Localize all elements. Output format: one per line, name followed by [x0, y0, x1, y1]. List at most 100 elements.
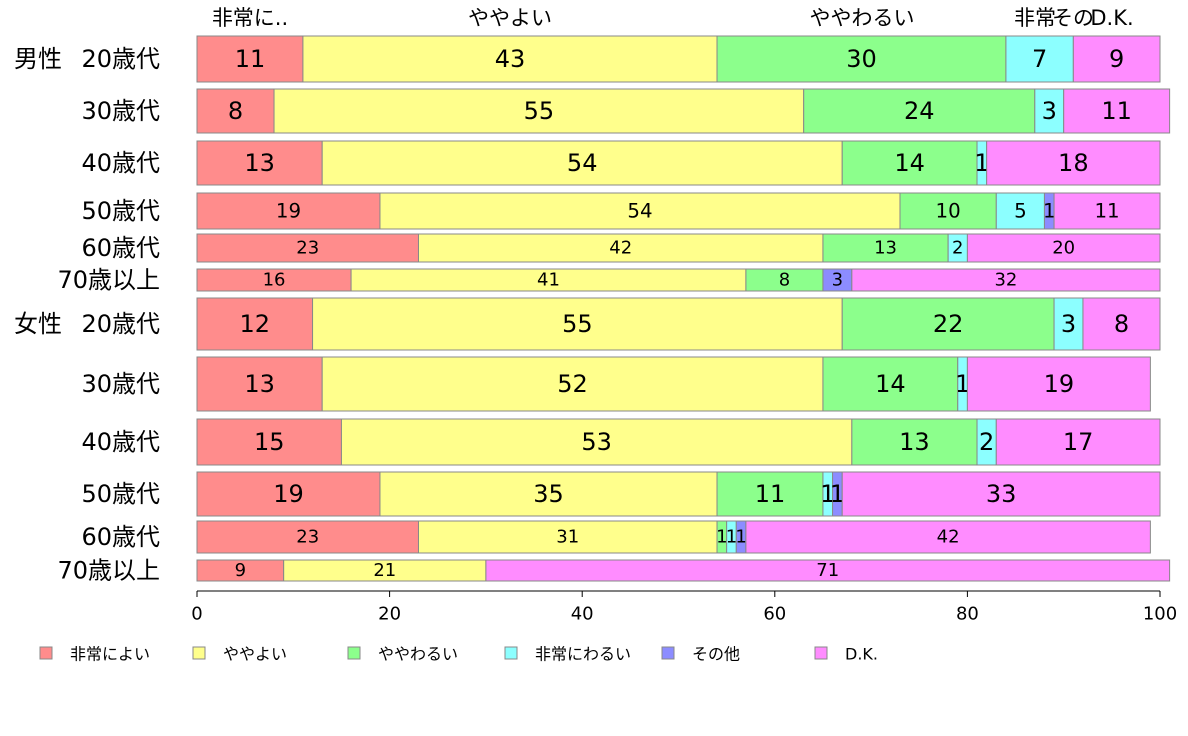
bar-segment — [196, 418, 342, 466]
data-label: 13 — [244, 370, 275, 398]
data-label: 1 — [735, 527, 746, 548]
category-label: 40歳代 — [81, 149, 160, 177]
data-label: 32 — [994, 270, 1017, 291]
bar-segment — [841, 471, 1161, 517]
data-label: 16 — [263, 270, 286, 291]
data-label: 11 — [1094, 200, 1119, 223]
bar-segment — [851, 418, 978, 466]
data-label: 13 — [874, 238, 897, 259]
bar-segment — [417, 233, 824, 263]
data-label: 54 — [627, 200, 652, 223]
data-label: 42 — [609, 238, 632, 259]
bar-segment — [822, 233, 949, 263]
legend-label: 非常によい — [70, 645, 150, 664]
bar-segment — [485, 559, 1171, 582]
data-label: 17 — [1063, 428, 1094, 456]
data-label: 1 — [955, 370, 970, 398]
data-label: 14 — [875, 370, 906, 398]
category-label: 70歳以上 — [57, 557, 160, 585]
data-label: 11 — [235, 45, 266, 73]
top-segment-label: 非常 — [1014, 6, 1056, 30]
bar-segment — [196, 88, 275, 134]
bar-segment — [1034, 88, 1065, 134]
data-label: 1 — [726, 527, 737, 548]
data-label: 53 — [581, 428, 612, 456]
x-tick-label: 60 — [763, 604, 786, 625]
data-label: 12 — [240, 310, 271, 338]
data-label: 10 — [936, 200, 961, 223]
data-label: 55 — [562, 310, 593, 338]
category-label: 20歳代 — [81, 310, 160, 338]
bar-segment — [312, 297, 843, 351]
data-label: 1 — [716, 527, 727, 548]
legend-swatch — [192, 646, 206, 660]
top-segment-label: ややわるい — [810, 6, 915, 30]
legend-label: その他 — [692, 645, 740, 664]
bar-segment — [196, 35, 304, 83]
data-label: 1 — [1043, 200, 1056, 223]
data-label: 9 — [1109, 45, 1124, 73]
bar-segment — [716, 35, 1007, 83]
data-label: 3 — [832, 270, 843, 291]
data-label: 1 — [974, 149, 989, 177]
data-label: 8 — [1114, 310, 1129, 338]
category-label: 30歳代 — [81, 370, 160, 398]
category-label: 60歳代 — [81, 234, 160, 262]
data-label: 33 — [986, 480, 1017, 508]
data-label: 55 — [524, 97, 555, 125]
legend-label: D.K. — [845, 645, 878, 664]
data-label: 1 — [830, 480, 845, 508]
bar-segment — [196, 233, 419, 263]
group-label: 女性 — [14, 310, 62, 338]
data-label: 3 — [1042, 97, 1057, 125]
data-label: 19 — [273, 480, 304, 508]
legend-swatch — [39, 646, 53, 660]
data-label: 3 — [1061, 310, 1076, 338]
bar-segment — [966, 233, 1161, 263]
data-label: 22 — [933, 310, 964, 338]
bar-segment — [995, 192, 1045, 230]
data-label: 2 — [979, 428, 994, 456]
bar-segment — [321, 140, 843, 186]
x-tick-label: 100 — [1143, 604, 1177, 625]
bar-segment — [745, 520, 1151, 554]
category-label: 50歳代 — [81, 197, 160, 225]
data-label: 54 — [567, 149, 598, 177]
category-label: 60歳代 — [81, 523, 160, 551]
bar-segment — [1063, 88, 1171, 134]
bar-segment — [899, 192, 997, 230]
data-label: 30 — [846, 45, 877, 73]
data-label: 23 — [296, 238, 319, 259]
data-label: 31 — [556, 527, 579, 548]
data-label: 43 — [495, 45, 526, 73]
bar-segment — [1072, 35, 1161, 83]
category-label: 40歳代 — [81, 428, 160, 456]
category-label: 20歳代 — [81, 45, 160, 73]
bar-segment — [966, 356, 1151, 412]
data-label: 52 — [557, 370, 588, 398]
x-tick-label: 0 — [191, 604, 202, 625]
x-tick-label: 80 — [956, 604, 979, 625]
data-label: 23 — [296, 527, 319, 548]
data-label: 42 — [937, 527, 960, 548]
bar-segment — [986, 140, 1161, 186]
data-label: 13 — [244, 149, 275, 177]
top-segment-label: D.K. — [1090, 6, 1133, 30]
data-label: 7 — [1032, 45, 1047, 73]
legend-swatch — [814, 646, 828, 660]
bar-segment — [321, 356, 824, 412]
legend-swatch — [661, 646, 675, 660]
data-label: 21 — [373, 560, 396, 581]
data-label: 18 — [1058, 149, 1089, 177]
bar-segment — [196, 297, 314, 351]
data-label: 11 — [1101, 97, 1132, 125]
group-label: 男性 — [14, 45, 62, 73]
legend-label: ややわるい — [378, 645, 458, 664]
bar-segment — [196, 520, 419, 554]
legend-label: ややよい — [223, 645, 287, 664]
x-tick-label: 40 — [571, 604, 594, 625]
bar-segment — [841, 140, 978, 186]
bar-segment — [803, 88, 1036, 134]
top-segment-label: ややよい — [468, 6, 552, 30]
